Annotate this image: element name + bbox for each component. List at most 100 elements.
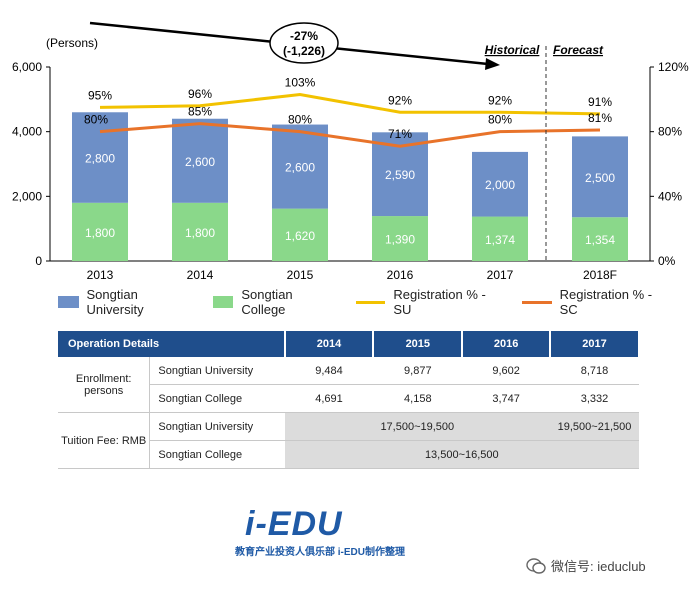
- cell-enroll-su-2016: 9,602: [462, 357, 550, 385]
- header-2014: 2014: [284, 331, 375, 357]
- cell-enroll-sc-2015: 4,158: [373, 384, 463, 413]
- y-tick-label-left: 4,000: [12, 125, 42, 139]
- data-label-reg-su: 91%: [588, 95, 612, 109]
- wechat-text: 微信号: ieduclub: [551, 559, 646, 574]
- historical-label: Historical: [485, 43, 540, 57]
- data-label-university: 2,500: [585, 171, 615, 185]
- axes: 0 2,000 4,000 6,000 0% 40% 80% 120% 2013 2014 2015…: [12, 60, 689, 282]
- legend-item-college: Songtian College: [212, 287, 334, 317]
- legend-label-university: Songtian University: [86, 287, 144, 317]
- y-axis-unit-label: (Persons): [46, 36, 98, 50]
- cell-fee-su-2014-2016: 17,500~19,500: [284, 412, 550, 441]
- annotation-delta: (-1,226): [283, 44, 325, 58]
- cell-fee-sc-all: 13,500~16,500: [284, 440, 639, 469]
- y-tick-label-left: 0: [35, 254, 42, 268]
- lines: [99, 92, 601, 148]
- group-label-enrollment: Enrollment: persons: [58, 357, 150, 413]
- chart-legend: Songtian University Songtian College Reg…: [58, 287, 688, 317]
- wechat-icon: [526, 557, 546, 574]
- bar-university: [72, 112, 128, 203]
- legend-label-reg-sc: Registration % - SC: [559, 287, 653, 317]
- combo-chart: (Persons) 0 2,000 4,000 6,000 0% 40% 80% 120% 20…: [12, 21, 689, 282]
- bar-university: [272, 124, 328, 209]
- data-label-university: 2,600: [285, 161, 315, 175]
- data-label-reg-sc: 80%: [288, 113, 312, 127]
- data-label-reg-su: 92%: [488, 93, 512, 107]
- i-edu-logo: i-EDU 教育产业投资人俱乐部 i-EDU制作整理: [235, 505, 495, 558]
- legend-line-reg-su: [355, 300, 386, 304]
- data-label-reg-sc: 71%: [388, 127, 412, 141]
- annotation-pct: -27%: [290, 29, 318, 43]
- data-label-university: 2,590: [385, 168, 415, 182]
- cell-enroll-su-2015: 9,877: [373, 357, 463, 385]
- header-2015: 2015: [373, 331, 464, 357]
- x-tick-label: 2018F: [583, 268, 617, 282]
- y-tick-label-right: 120%: [658, 60, 689, 74]
- y-tick-label-left: 2,000: [12, 189, 42, 203]
- data-label-college: 1,354: [585, 233, 615, 247]
- legend-swatch-college: [212, 296, 234, 308]
- data-label-reg-sc: 80%: [488, 113, 512, 127]
- data-label-college: 1,374: [485, 233, 515, 247]
- legend-item-reg-sc: Registration % - SC: [521, 287, 666, 317]
- table-row: Enrollment: persons Songtian University …: [58, 357, 639, 413]
- bar-college: [372, 216, 428, 261]
- group-label-tuition: Tuition Fee: RMB: [58, 412, 150, 469]
- data-label-college: 1,800: [85, 226, 115, 240]
- data-label-university: 2,800: [85, 152, 115, 166]
- bar-university: [572, 136, 628, 218]
- logo-subtitle: 教育产业投资人俱乐部 i-EDU制作整理: [235, 547, 405, 558]
- y-tick-label-left: 6,000: [12, 60, 42, 74]
- bar-college: [72, 202, 128, 261]
- legend-item-reg-su: Registration % - SU: [355, 287, 500, 317]
- row-label-enroll-sc: Songtian College: [149, 384, 285, 413]
- legend-label-college: Songtian College: [241, 287, 293, 317]
- y-tick-label-right: 80%: [658, 125, 682, 139]
- data-label-reg-su: 95%: [88, 88, 112, 102]
- data-label-reg-sc: 85%: [188, 105, 212, 119]
- wechat-id: 微信号: ieduclub: [526, 556, 646, 575]
- table-row: Songtian College 13,500~16,500: [58, 440, 639, 469]
- bars: [72, 112, 628, 261]
- bar-college: [572, 217, 628, 261]
- legend-item-university: Songtian University: [58, 287, 191, 317]
- table-row: Songtian College 4,691 4,158 3,747 3,332: [58, 384, 639, 413]
- x-tick-label: 2013: [87, 268, 114, 282]
- row-label-fee-sc: Songtian College: [149, 440, 285, 469]
- data-label-college: 1,800: [185, 226, 215, 240]
- cell-enroll-sc-2017: 3,332: [550, 384, 639, 413]
- row-label-enroll-su: Songtian University: [149, 357, 285, 385]
- forecast-label: Forecast: [553, 43, 604, 57]
- header-operation-details: Operation Details: [58, 331, 286, 357]
- data-label-university: 2,000: [485, 178, 515, 192]
- trend-arrowhead: [485, 58, 500, 70]
- cell-enroll-su-2014: 9,484: [284, 357, 374, 385]
- data-label-college: 1,620: [285, 229, 315, 243]
- line-registration-su: [99, 92, 601, 116]
- header-2016: 2016: [462, 331, 551, 357]
- bar-university: [472, 151, 528, 217]
- data-label-reg-su: 103%: [285, 75, 316, 89]
- y-tick-label-right: 0%: [658, 254, 676, 268]
- data-label-reg-sc: 80%: [84, 113, 108, 127]
- data-label-reg-sc: 81%: [588, 111, 612, 125]
- data-labels: 1,800 2,800 1,800 2,600 1,620 2,600 1,390 2,590…: [84, 75, 615, 247]
- bar-college: [472, 216, 528, 261]
- cell-enroll-sc-2014: 4,691: [284, 384, 374, 413]
- data-label-college: 1,390: [385, 233, 415, 247]
- operation-details-table: Operation Details 2014 2015 2016 2017 En…: [58, 331, 640, 469]
- cell-fee-su-2017: 19,500~21,500: [550, 412, 639, 441]
- table-row: Tuition Fee: RMB Songtian University 17,…: [58, 412, 639, 469]
- annotation-bubble: [269, 22, 339, 64]
- header-2017: 2017: [550, 331, 640, 357]
- x-tick-label: 2015: [287, 268, 314, 282]
- x-tick-label: 2017: [487, 268, 514, 282]
- bar-college: [272, 208, 328, 261]
- bar-college: [172, 202, 228, 261]
- table-header-row: Operation Details 2014 2015 2016 2017: [58, 331, 640, 357]
- bar-university: [172, 118, 228, 203]
- legend-line-reg-sc: [521, 300, 552, 304]
- data-label-reg-su: 96%: [188, 87, 212, 101]
- data-label-reg-su: 92%: [388, 93, 412, 107]
- legend-swatch-university: [58, 296, 79, 308]
